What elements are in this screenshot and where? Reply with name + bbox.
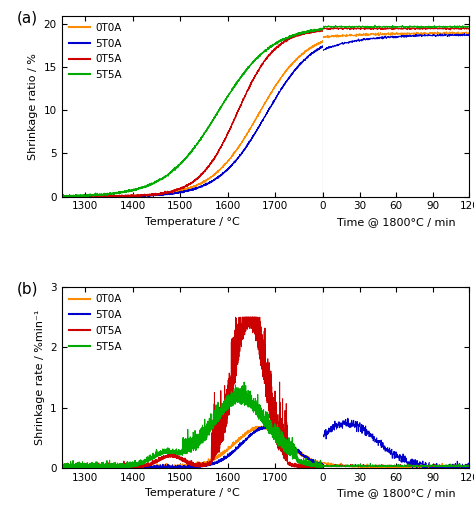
Legend: 0T0A, 5T0A, 0T5A, 5T5A: 0T0A, 5T0A, 0T5A, 5T5A xyxy=(67,292,124,354)
Y-axis label: Shrinkage rate / %min⁻¹: Shrinkage rate / %min⁻¹ xyxy=(35,310,45,445)
X-axis label: Time @ 1800°C / min: Time @ 1800°C / min xyxy=(337,217,456,227)
X-axis label: Temperature / °C: Temperature / °C xyxy=(145,488,240,498)
Text: (a): (a) xyxy=(17,10,38,25)
X-axis label: Temperature / °C: Temperature / °C xyxy=(145,217,240,227)
X-axis label: Time @ 1800°C / min: Time @ 1800°C / min xyxy=(337,488,456,498)
Y-axis label: Shrinkage ratio / %: Shrinkage ratio / % xyxy=(28,53,38,160)
Text: (b): (b) xyxy=(17,282,39,296)
Legend: 0T0A, 5T0A, 0T5A, 5T5A: 0T0A, 5T0A, 0T5A, 5T5A xyxy=(67,21,124,82)
